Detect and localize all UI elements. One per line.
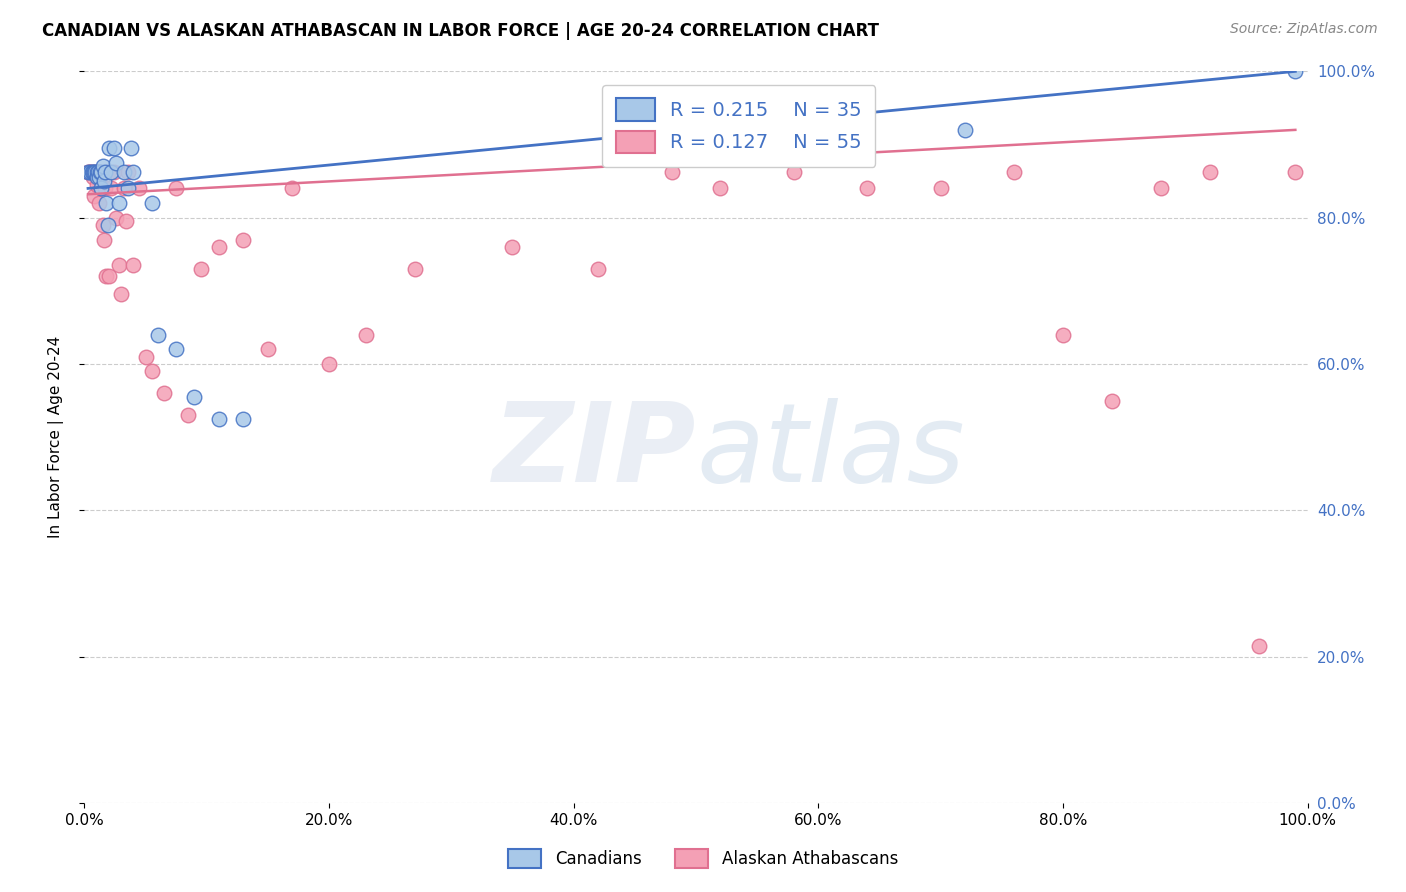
Point bbox=[709, 181, 731, 195]
Point bbox=[122, 165, 145, 179]
Point bbox=[232, 233, 254, 247]
Point bbox=[87, 165, 110, 179]
Point bbox=[97, 269, 120, 284]
Point bbox=[100, 165, 122, 179]
Point bbox=[281, 181, 304, 195]
Point bbox=[84, 165, 107, 179]
Point bbox=[112, 165, 135, 179]
Point bbox=[153, 386, 176, 401]
Point bbox=[128, 181, 150, 195]
Point bbox=[87, 196, 110, 211]
Point bbox=[87, 165, 110, 179]
Point bbox=[96, 269, 118, 284]
Text: CANADIAN VS ALASKAN ATHABASCAN IN LABOR FORCE | AGE 20-24 CORRELATION CHART: CANADIAN VS ALASKAN ATHABASCAN IN LABOR … bbox=[42, 22, 879, 40]
Point bbox=[112, 181, 135, 195]
Point bbox=[146, 327, 169, 342]
Text: ZIP: ZIP bbox=[492, 398, 696, 505]
Point bbox=[86, 165, 108, 179]
Point bbox=[97, 165, 120, 179]
Point bbox=[97, 218, 120, 232]
Point bbox=[1284, 64, 1306, 78]
Point bbox=[77, 165, 100, 179]
Point bbox=[80, 165, 103, 179]
Point bbox=[661, 165, 683, 179]
Point bbox=[79, 165, 101, 179]
Point bbox=[83, 165, 105, 179]
Point bbox=[120, 141, 142, 155]
Legend: Canadians, Alaskan Athabascans: Canadians, Alaskan Athabascans bbox=[502, 842, 904, 875]
Point bbox=[94, 181, 117, 195]
Point bbox=[89, 165, 111, 179]
Point bbox=[77, 165, 100, 179]
Point bbox=[586, 261, 609, 276]
Point bbox=[208, 412, 231, 426]
Point bbox=[783, 165, 806, 179]
Point bbox=[122, 258, 145, 272]
Point bbox=[183, 390, 205, 404]
Point bbox=[257, 343, 280, 357]
Text: Source: ZipAtlas.com: Source: ZipAtlas.com bbox=[1230, 22, 1378, 37]
Point bbox=[105, 155, 128, 169]
Point bbox=[91, 160, 114, 174]
Point bbox=[208, 240, 231, 254]
Point bbox=[117, 181, 139, 195]
Point bbox=[354, 327, 377, 342]
Point bbox=[103, 141, 125, 155]
Point bbox=[165, 181, 187, 195]
Point bbox=[86, 170, 108, 185]
Point bbox=[1247, 639, 1270, 653]
Point bbox=[84, 165, 107, 179]
Point bbox=[135, 350, 157, 364]
Point bbox=[190, 261, 212, 276]
Point bbox=[93, 233, 115, 247]
Point bbox=[103, 165, 125, 179]
Point bbox=[87, 170, 110, 185]
Point bbox=[91, 218, 114, 232]
Point bbox=[856, 181, 879, 195]
Point bbox=[141, 196, 163, 211]
Point bbox=[82, 170, 104, 185]
Point bbox=[83, 188, 105, 202]
Point bbox=[1150, 181, 1173, 195]
Point bbox=[93, 174, 115, 188]
Point bbox=[117, 165, 139, 179]
Point bbox=[89, 165, 111, 179]
Point bbox=[165, 343, 187, 357]
Point bbox=[177, 408, 200, 422]
Point bbox=[1052, 327, 1074, 342]
Point bbox=[232, 412, 254, 426]
Point bbox=[107, 258, 129, 272]
Point bbox=[107, 196, 129, 211]
Text: atlas: atlas bbox=[696, 398, 965, 505]
Point bbox=[79, 165, 101, 179]
Point bbox=[105, 211, 128, 225]
Point bbox=[1198, 165, 1220, 179]
Point bbox=[1101, 393, 1123, 408]
Point bbox=[929, 181, 952, 195]
Point bbox=[94, 165, 117, 179]
Point bbox=[90, 181, 112, 195]
Point bbox=[110, 287, 132, 301]
Y-axis label: In Labor Force | Age 20-24: In Labor Force | Age 20-24 bbox=[48, 336, 63, 538]
Point bbox=[502, 240, 524, 254]
Point bbox=[86, 178, 108, 192]
Point bbox=[80, 165, 103, 179]
Point bbox=[404, 261, 426, 276]
Point bbox=[97, 141, 120, 155]
Point bbox=[141, 364, 163, 378]
Legend: R = 0.215    N = 35, R = 0.127    N = 55: R = 0.215 N = 35, R = 0.127 N = 55 bbox=[602, 85, 876, 167]
Point bbox=[100, 181, 122, 195]
Point bbox=[77, 165, 100, 179]
Point bbox=[115, 214, 138, 228]
Point bbox=[953, 123, 976, 137]
Point bbox=[318, 357, 340, 371]
Point bbox=[90, 181, 112, 195]
Point bbox=[1284, 165, 1306, 179]
Point bbox=[90, 165, 112, 179]
Point bbox=[1002, 165, 1025, 179]
Point bbox=[82, 165, 104, 179]
Point bbox=[96, 196, 118, 211]
